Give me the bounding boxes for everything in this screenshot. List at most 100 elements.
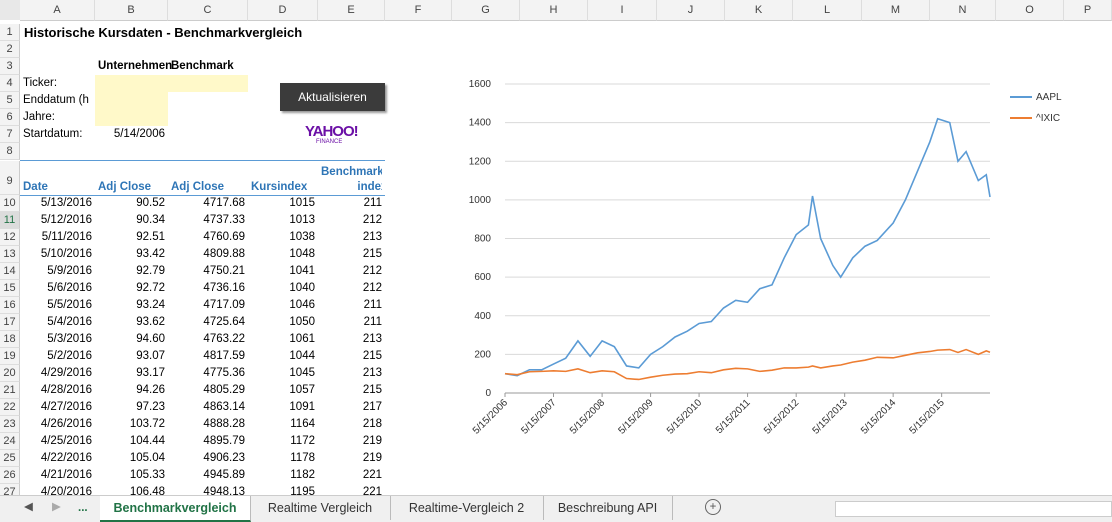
column-header: F [385,0,452,21]
table-border [20,160,385,161]
series-line [504,348,991,381]
yahoo-logo: YAHOO! [305,124,358,140]
table-cell: 212 [362,214,382,226]
scrollbar[interactable] [835,501,1112,517]
table-cell: 90.34 [136,214,165,226]
table-cell: 4945.89 [203,469,245,481]
input-start-label: Startdatum: [23,128,83,140]
table-border [20,195,385,196]
y-tick-label: 1200 [469,156,492,167]
table-cell: 103.72 [129,418,165,430]
table-cell: 4736.16 [203,282,245,294]
table-cell: 5/12/2016 [40,214,92,226]
y-tick-label: 1000 [469,195,492,206]
table-header: Kursindex [251,181,308,193]
table-cell: 1091 [289,401,315,413]
table-cell: 1057 [289,384,315,396]
table-cell: 5/4/2016 [47,316,92,328]
table-cell: 215 [362,350,382,362]
table-cell: 4809.88 [203,248,245,260]
column-header: C [168,0,248,21]
y-tick-label: 400 [474,311,491,322]
table-cell: 4863.14 [203,401,245,413]
row-header: 11 [0,212,20,229]
table-cell: 1040 [289,282,315,294]
y-tick-label: 1600 [469,79,492,90]
table-cell: 1178 [290,452,315,464]
table-cell: 4/28/2016 [40,384,92,396]
add-sheet[interactable]: + [705,499,721,515]
row-header: 19 [0,348,20,365]
column-header: K [725,0,793,21]
table-cell: 4805.29 [203,384,245,396]
table-cell: 218 [362,418,382,430]
row-header: 9 [0,161,20,195]
table-cell: 105.04 [129,452,165,464]
x-tick-label: 5/15/2011 [714,397,753,436]
table-header: Benchmark- index [321,166,382,193]
column-header: J [657,0,725,21]
row-header: 5 [0,92,20,109]
y-tick-label: 1400 [469,118,492,129]
table-cell: 4888.28 [203,418,245,430]
column-header: N [930,0,996,21]
table-cell: 92.51 [136,231,165,243]
table-cell: 90.52 [136,197,165,209]
sheet-tab[interactable]: Beschreibung API [543,496,673,520]
table-cell: 4/22/2016 [40,452,92,464]
table-cell: 4/27/2016 [40,401,92,413]
row-header: 26 [0,467,20,484]
table-cell: 1182 [290,469,315,481]
x-tick-label: 5/15/2012 [762,397,802,437]
input-cell [95,75,248,92]
nav-arrow[interactable]: ▶ [52,501,61,513]
table-cell: 5/11/2016 [41,231,92,243]
table-cell: 213 [362,231,382,243]
table-cell: 4775.36 [203,367,245,379]
table-cell: 1041 [289,265,315,277]
table-cell: 4725.64 [203,316,245,328]
table-cell: 4895.79 [203,435,245,447]
table-cell: 5/3/2016 [47,333,92,345]
table-cell: 1061 [289,333,315,345]
row-header: 22 [0,399,20,416]
table-cell: 1164 [290,418,315,430]
yahoo-sub: FINANCE [316,139,343,145]
column-header: I [588,0,657,21]
sheet-tab[interactable]: Realtime-Vergleich 2 [390,496,544,520]
column-header: M [862,0,930,21]
sheet-tab[interactable]: Realtime Vergleich [250,496,391,520]
x-tick-label: 5/15/2014 [859,397,899,437]
y-tick-label: 200 [474,349,491,360]
row-header: 2 [0,41,20,58]
table-cell: 212 [362,282,382,294]
table-cell: 4763.22 [203,333,245,345]
column-header: G [452,0,520,21]
column-header: O [996,0,1064,21]
nav-arrow[interactable]: ◀ [24,501,33,513]
table-header: Adj Close [171,181,225,193]
table-header: Adj Close [98,181,152,193]
table-cell: 1046 [289,299,315,311]
column-header: H [520,0,588,21]
table-cell: 4750.21 [203,265,245,277]
update-button[interactable]: Aktualisieren [280,83,385,111]
column-header: B [95,0,168,21]
row-header: 7 [0,126,20,143]
table-cell: 215 [362,384,382,396]
row-header: 25 [0,450,20,467]
corner [0,0,20,20]
tab-more[interactable]: ... [78,502,88,514]
table-cell: 93.07 [136,350,165,362]
table-cell: 1048 [289,248,315,260]
table-cell: 104.44 [129,435,165,447]
column-header: L [793,0,862,21]
table-cell: 105.33 [129,469,165,481]
table-cell: 4/26/2016 [40,418,92,430]
input-start-value: 5/14/2006 [113,128,165,140]
table-cell: 5/10/2016 [40,248,92,260]
x-tick-label: 5/15/2015 [908,397,948,437]
sheet-tab[interactable]: Benchmarkvergleich [100,496,251,522]
table-cell: 1045 [289,367,315,379]
row-header: 14 [0,263,20,280]
